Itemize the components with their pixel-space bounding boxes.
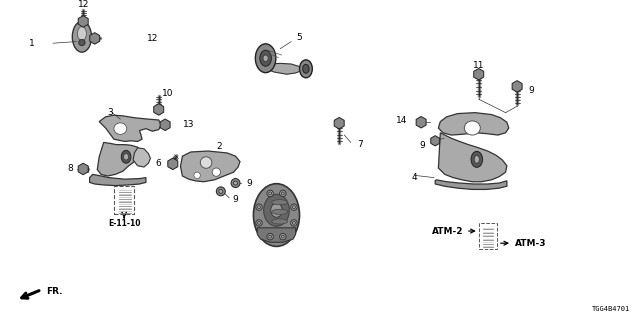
- Polygon shape: [416, 116, 426, 128]
- Ellipse shape: [264, 194, 289, 226]
- Text: 12: 12: [147, 34, 158, 43]
- Ellipse shape: [291, 220, 297, 226]
- Text: 9: 9: [529, 86, 534, 95]
- Polygon shape: [160, 119, 170, 131]
- Text: 11: 11: [473, 61, 484, 70]
- Text: 9: 9: [420, 141, 425, 150]
- Ellipse shape: [269, 192, 271, 195]
- Ellipse shape: [216, 187, 225, 196]
- Text: 12: 12: [77, 0, 89, 9]
- Text: TGG4B4701: TGG4B4701: [592, 306, 630, 312]
- Ellipse shape: [272, 200, 288, 205]
- Polygon shape: [90, 174, 146, 186]
- Ellipse shape: [474, 156, 479, 163]
- Ellipse shape: [253, 184, 300, 246]
- Ellipse shape: [256, 220, 262, 226]
- Ellipse shape: [72, 21, 92, 52]
- Ellipse shape: [257, 206, 260, 209]
- Ellipse shape: [257, 221, 260, 224]
- Ellipse shape: [79, 39, 85, 46]
- Text: 1: 1: [29, 39, 35, 48]
- Polygon shape: [512, 81, 522, 92]
- Text: 9: 9: [247, 179, 252, 188]
- Ellipse shape: [465, 121, 480, 135]
- Ellipse shape: [272, 209, 288, 214]
- Ellipse shape: [267, 190, 273, 196]
- Text: 8: 8: [68, 164, 73, 173]
- Text: 5: 5: [297, 33, 302, 42]
- Ellipse shape: [260, 50, 271, 66]
- Ellipse shape: [77, 27, 86, 41]
- Ellipse shape: [280, 190, 286, 196]
- Polygon shape: [438, 113, 509, 135]
- Text: 6: 6: [156, 159, 161, 168]
- Text: 2: 2: [216, 142, 221, 151]
- Ellipse shape: [194, 172, 200, 179]
- Ellipse shape: [234, 181, 237, 185]
- Ellipse shape: [114, 123, 127, 134]
- Text: FR.: FR.: [46, 287, 63, 296]
- Text: ATM-3: ATM-3: [515, 239, 547, 248]
- Ellipse shape: [124, 154, 129, 160]
- Polygon shape: [99, 115, 161, 141]
- Polygon shape: [334, 117, 344, 129]
- Ellipse shape: [282, 192, 284, 195]
- Polygon shape: [90, 33, 100, 44]
- Text: 9: 9: [233, 196, 238, 204]
- Ellipse shape: [471, 151, 483, 167]
- Text: ATM-2: ATM-2: [432, 227, 464, 236]
- Ellipse shape: [200, 157, 212, 168]
- Ellipse shape: [122, 150, 131, 163]
- Text: 7: 7: [357, 140, 362, 149]
- Text: 3: 3: [108, 108, 113, 117]
- Ellipse shape: [271, 203, 282, 217]
- Ellipse shape: [263, 55, 268, 61]
- Ellipse shape: [219, 189, 223, 193]
- Text: 10: 10: [162, 89, 173, 98]
- Ellipse shape: [303, 64, 309, 73]
- Polygon shape: [78, 163, 88, 175]
- Bar: [114, 186, 134, 214]
- Ellipse shape: [282, 235, 284, 238]
- Bar: [479, 223, 497, 249]
- Polygon shape: [180, 151, 240, 182]
- Text: 14: 14: [396, 116, 408, 125]
- Polygon shape: [257, 228, 296, 242]
- Polygon shape: [133, 148, 150, 167]
- Text: 13: 13: [183, 120, 195, 129]
- Polygon shape: [431, 136, 440, 146]
- Polygon shape: [435, 180, 507, 189]
- Ellipse shape: [300, 60, 312, 78]
- Text: 4: 4: [412, 173, 417, 182]
- Ellipse shape: [272, 219, 288, 224]
- Polygon shape: [474, 68, 484, 80]
- Polygon shape: [168, 158, 178, 170]
- Text: E-11-10: E-11-10: [108, 220, 140, 228]
- Polygon shape: [438, 133, 507, 182]
- Ellipse shape: [256, 204, 262, 210]
- Polygon shape: [97, 142, 141, 176]
- Ellipse shape: [267, 234, 273, 240]
- Ellipse shape: [292, 221, 296, 224]
- Ellipse shape: [292, 206, 296, 209]
- Polygon shape: [261, 63, 302, 74]
- Ellipse shape: [269, 235, 271, 238]
- Ellipse shape: [231, 179, 240, 188]
- Ellipse shape: [280, 234, 286, 240]
- Ellipse shape: [291, 204, 297, 210]
- Ellipse shape: [255, 44, 276, 73]
- Polygon shape: [78, 16, 88, 27]
- Polygon shape: [154, 104, 164, 115]
- Ellipse shape: [212, 168, 220, 176]
